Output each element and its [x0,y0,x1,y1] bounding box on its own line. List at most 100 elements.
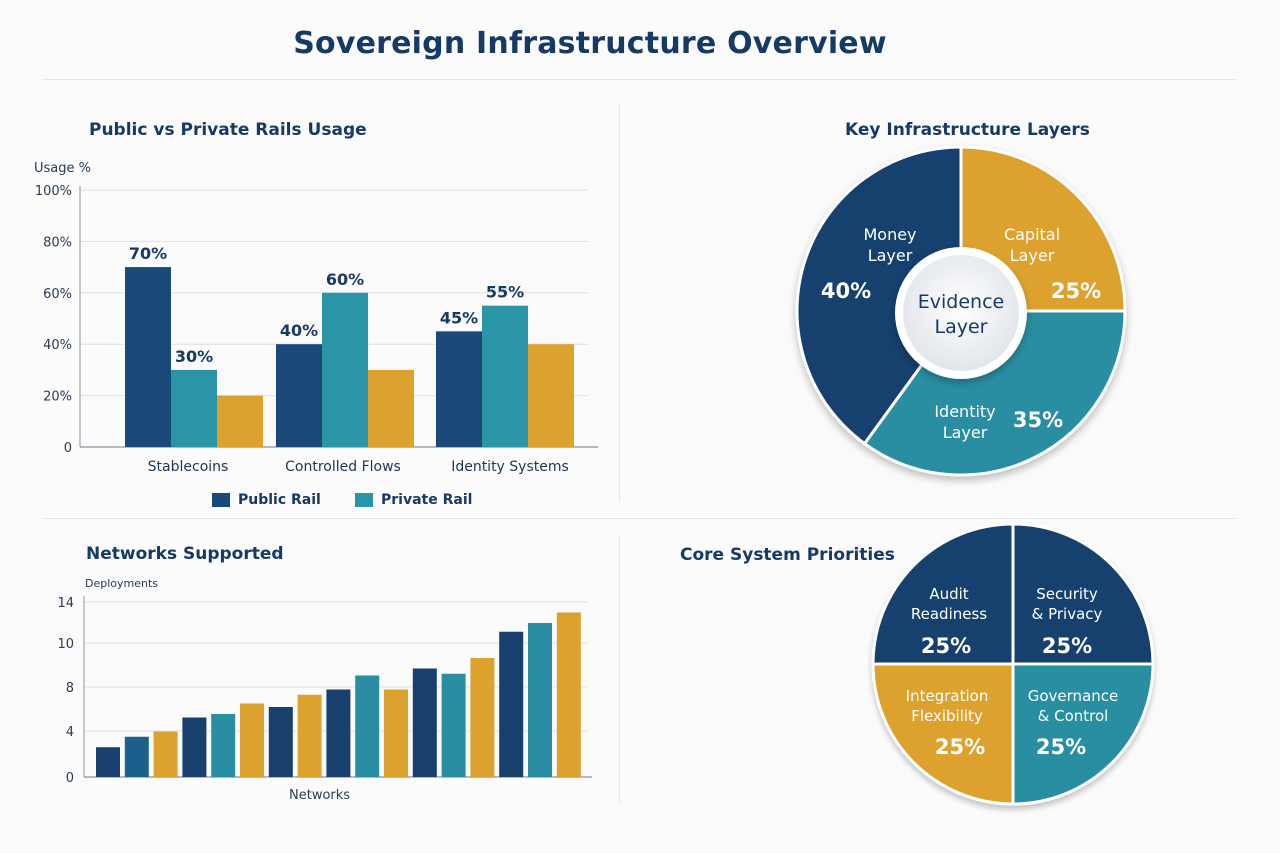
priorities-slice-name: Governance [1028,687,1119,705]
networks-y-axis-label: Deployments [85,577,159,590]
priorities-slice-value: 25% [1042,634,1092,658]
rails-bar [322,292,368,447]
layers-slice-name: Identity [934,402,995,421]
networks-bar [153,731,178,777]
priorities-slice-name: & Privacy [1032,605,1103,623]
networks-bar [499,631,524,777]
priorities-pie-slice [1011,662,1155,806]
rails-category-label: Controlled Flows [285,459,401,475]
networks-y-tick: 14 [57,596,74,611]
column-divider-top [619,104,620,502]
legend-private-rail: Private Rail [355,492,472,508]
layers-slice-value: 25% [1051,279,1101,303]
networks-bar [384,689,408,777]
rails-bar [125,267,171,447]
rails-y-tick: 20% [43,390,72,405]
networks-chart-title: Networks Supported [86,544,284,564]
layers-slice-value: 40% [821,279,871,303]
rails-bar-chart: 0 20% 40% 60% 80% 100% 70% 30% Stablecoins 40% 60%… [35,184,598,475]
page-title: Sovereign Infrastructure Overview [293,26,887,61]
priorities-pie-slice [871,522,1015,666]
priorities-slice-name: Integration [906,687,989,705]
rails-data-label: 55% [486,283,524,302]
private-rail-swatch [355,493,373,507]
row-divider [42,518,1237,519]
priorities-slice-name: Security [1036,585,1098,603]
evidence-layer-disc [903,255,1019,371]
rails-data-label: 40% [280,321,318,340]
rails-y-tick: 40% [43,338,72,353]
layers-slice-name: Capital [1004,225,1060,244]
priorities-slice-name: Readiness [911,605,987,623]
evidence-layer-label-line1: Evidence [918,291,1004,313]
layers-chart-title: Key Infrastructure Layers [845,120,1090,140]
legend-private-label: Private Rail [381,492,473,508]
networks-bar [556,612,581,777]
rails-bar [276,344,322,447]
rails-data-label: 70% [129,244,167,263]
networks-bar-chart: 0 4 8 10 14 [57,596,592,786]
rails-data-label: 30% [175,347,213,366]
legend-public-rail: Public Rail [212,492,321,508]
networks-bar [355,675,380,777]
networks-bar [182,717,207,777]
layers-pie-slice [862,309,1127,477]
rails-category-label: Stablecoins [148,459,229,475]
priorities-pie-slice [1011,522,1155,666]
networks-x-axis-label: Networks [289,788,351,803]
networks-y-tick: 8 [66,681,74,696]
rails-data-label: 60% [326,270,364,289]
layers-pie-slice [795,145,963,446]
layers-pie-group [795,145,1127,477]
layers-pie-chart: Evidence Layer Money Layer 40% Capital Layer 25… [795,145,1127,477]
rails-bar [436,331,482,447]
layers-slice-name: Layer [868,246,913,265]
rails-bar [368,369,414,447]
rails-y-tick: 60% [43,287,72,302]
priorities-pie-slice [871,662,1015,806]
networks-y-tick: 0 [66,771,74,786]
evidence-layer-label-line2: Layer [935,316,988,338]
networks-bar [268,707,293,777]
priorities-slice-name: & Control [1038,707,1109,725]
rails-y-axis-label: Usage % [34,161,91,176]
networks-bar [528,623,552,777]
legend-public-label: Public Rail [238,492,321,508]
layers-slice-name: Layer [943,423,988,442]
layers-slice-value: 35% [1013,408,1063,432]
networks-bar [96,747,120,777]
networks-bar [211,714,236,777]
rails-chart-title: Public vs Private Rails Usage [89,120,367,140]
rails-category-label: Identity Systems [451,459,569,475]
priorities-slice-value: 25% [921,634,971,658]
rails-y-tick: 80% [43,235,72,250]
priorities-slice-value: 25% [935,735,985,759]
networks-bar [326,689,351,777]
priorities-pie-group [871,522,1155,806]
networks-bar [240,703,264,777]
rails-y-tick: 100% [35,184,72,199]
priorities-slice-name: Audit [929,585,968,603]
networks-bar [412,668,437,777]
priorities-pie-chart: Audit Readiness 25% Security & Privacy 25% Gov… [871,522,1155,806]
public-rail-swatch [212,493,230,507]
column-divider-bottom [619,536,620,804]
rails-bar [217,395,263,447]
networks-bar [470,658,495,777]
priorities-slice-value: 25% [1036,735,1086,759]
header-divider [42,79,1237,80]
rails-bar [528,344,574,447]
networks-bar [297,694,322,777]
rails-data-label: 45% [440,308,478,327]
rails-y-tick: 0 [64,441,72,456]
priorities-slice-name: Flexibility [911,707,983,725]
layers-slice-name: Money [863,225,916,244]
networks-y-tick: 4 [66,725,74,740]
networks-bar [124,736,149,777]
networks-bar [441,673,466,777]
rails-bar [171,369,217,447]
networks-y-tick: 10 [57,637,74,652]
rails-bar [482,305,528,447]
priorities-chart-title: Core System Priorities [680,545,895,565]
layers-slice-name: Layer [1010,246,1055,265]
